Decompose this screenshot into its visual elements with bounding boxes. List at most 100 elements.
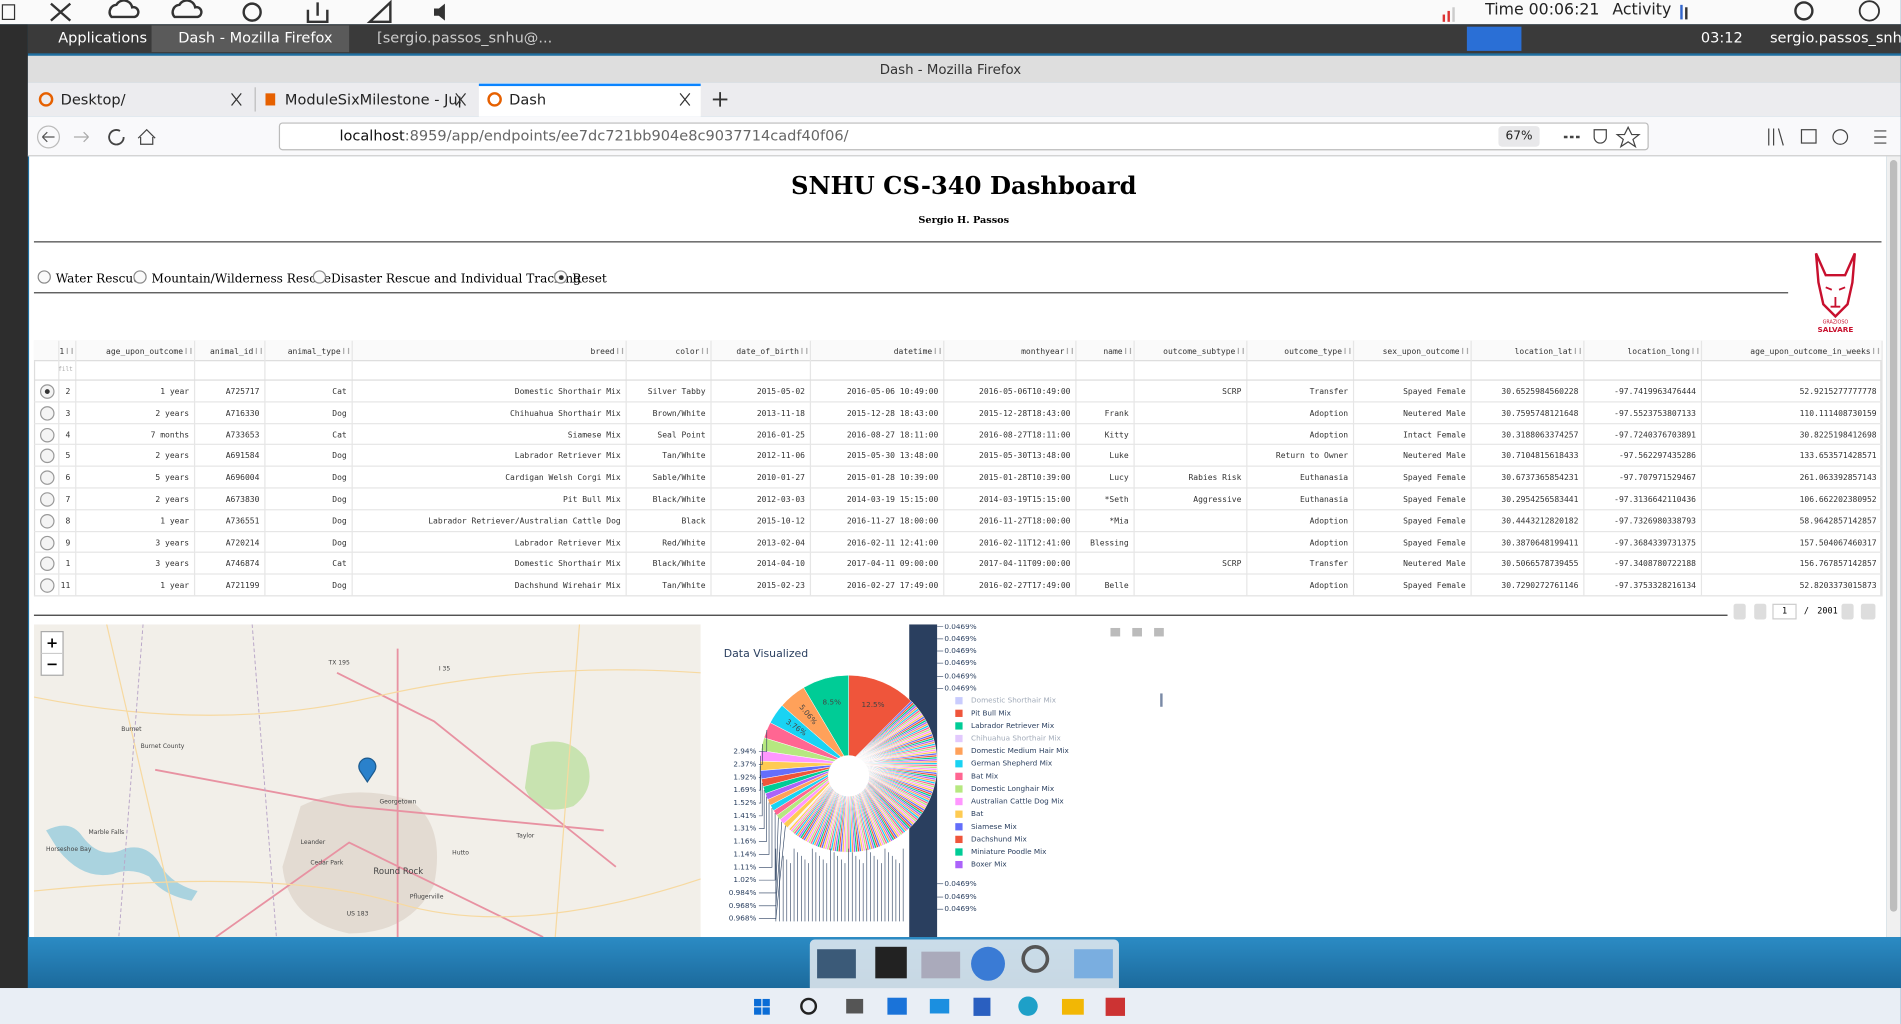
- radio-label[interactable]: Disaster Rescue and Individual Tracking: [330, 272, 581, 287]
- applications-menu[interactable]: Applications: [58, 29, 148, 47]
- url[interactable]: localhost:8959/app/endpoints/ee7dc721bb9…: [339, 127, 848, 144]
- row-select[interactable]: [40, 384, 55, 399]
- legend-label[interactable]: Domestic Medium Hair Mix: [971, 746, 1069, 755]
- close-tab[interactable]: [455, 92, 466, 106]
- page-button[interactable]: [1841, 603, 1854, 620]
- dock-icon[interactable]: [1074, 949, 1113, 979]
- legend-swatch[interactable]: [955, 697, 963, 705]
- sort-icon[interactable]: [343, 347, 350, 354]
- sort-icon[interactable]: [255, 347, 262, 354]
- dock-icon[interactable]: [1021, 944, 1050, 973]
- forward[interactable]: [73, 131, 89, 143]
- start[interactable]: [754, 998, 762, 1007]
- app-icon[interactable]: [1105, 997, 1126, 1016]
- sort-icon[interactable]: [801, 347, 808, 354]
- app-icon[interactable]: [1018, 996, 1038, 1016]
- sort-icon[interactable]: [1125, 347, 1132, 354]
- row-select[interactable]: [40, 470, 55, 486]
- app-icon[interactable]: [973, 997, 991, 1016]
- radio-button[interactable]: [554, 270, 568, 284]
- sort-icon[interactable]: [617, 347, 624, 354]
- dock-icon[interactable]: [921, 951, 961, 979]
- legend-label[interactable]: Bat Mix: [971, 771, 999, 780]
- legend-label[interactable]: Dachshund Mix: [971, 834, 1027, 843]
- sort-icon[interactable]: [934, 347, 941, 354]
- window-button[interactable]: [sergio.passos_snhu@...: [377, 29, 553, 47]
- page-button[interactable]: [1754, 603, 1767, 620]
- column-header[interactable]: age_upon_outcome: [106, 346, 184, 357]
- column-header[interactable]: breed: [590, 346, 615, 357]
- legend-swatch[interactable]: [955, 835, 963, 844]
- modebar-button[interactable]: [1154, 627, 1164, 637]
- start[interactable]: [762, 1007, 770, 1015]
- app-icon[interactable]: [1061, 998, 1084, 1015]
- modebar-button[interactable]: [1110, 627, 1121, 637]
- legend-label[interactable]: Domestic Longhair Mix: [971, 784, 1055, 793]
- filter-input[interactable]: filt: [58, 366, 73, 374]
- icon[interactable]: [242, 2, 262, 22]
- legend-swatch[interactable]: [955, 734, 963, 743]
- active-tab[interactable]: [478, 83, 701, 117]
- icon[interactable]: [434, 3, 445, 21]
- column-header[interactable]: animal_type: [287, 346, 341, 357]
- column-header[interactable]: location_long: [1627, 346, 1690, 357]
- row-select[interactable]: [40, 492, 55, 507]
- row-select[interactable]: [40, 427, 55, 442]
- column-header[interactable]: color: [675, 346, 700, 357]
- row-select[interactable]: [40, 449, 55, 464]
- tab[interactable]: ModuleSixMilestone - Jup: [284, 90, 461, 108]
- legend-label[interactable]: Bat: [971, 809, 983, 818]
- row-select[interactable]: [40, 535, 55, 550]
- map[interactable]: Burnet Burnet County Marble Falls Horseshoe…: [33, 624, 701, 938]
- column-header[interactable]: sex_upon_outcome: [1382, 346, 1460, 357]
- radio-label[interactable]: Mountain/Wilderness Rescue: [151, 272, 332, 287]
- icon[interactable]: [50, 2, 72, 22]
- map-marker[interactable]: [358, 757, 377, 784]
- legend-swatch[interactable]: [955, 747, 963, 755]
- legend-swatch[interactable]: [955, 785, 963, 793]
- zoom-level[interactable]: 67%: [1505, 129, 1533, 144]
- active-window-button[interactable]: [151, 25, 350, 53]
- home[interactable]: [137, 128, 156, 145]
- url-bar[interactable]: [278, 122, 1649, 151]
- sort-icon[interactable]: [185, 347, 192, 354]
- new-tab[interactable]: [712, 92, 728, 107]
- dock-icon[interactable]: [971, 946, 1005, 981]
- activity[interactable]: Activity: [1612, 1, 1672, 20]
- window-button[interactable]: Dash - Mozilla Firefox: [178, 29, 333, 47]
- column-header[interactable]: datetime: [893, 346, 933, 357]
- legend-swatch[interactable]: [955, 760, 963, 768]
- app-icon[interactable]: [887, 997, 907, 1015]
- column-header[interactable]: name: [1103, 346, 1123, 357]
- radio-button[interactable]: [133, 270, 147, 284]
- page-input[interactable]: 1: [1772, 603, 1797, 620]
- radio-label[interactable]: Reset: [572, 272, 607, 287]
- legend-label[interactable]: Miniature Poodle Mix: [971, 847, 1047, 856]
- icon[interactable]: [171, 0, 203, 19]
- task-view[interactable]: [846, 998, 864, 1014]
- user[interactable]: sergio.passos_snhu: [1769, 29, 1901, 47]
- start[interactable]: [754, 1007, 762, 1015]
- page-button[interactable]: [1733, 603, 1746, 620]
- sort-icon[interactable]: [701, 347, 708, 354]
- zoom-badge[interactable]: [1498, 126, 1540, 147]
- radio-button[interactable]: [312, 270, 327, 284]
- sort-icon[interactable]: [1692, 347, 1699, 354]
- close-tab[interactable]: [231, 92, 242, 106]
- legend-swatch[interactable]: [955, 848, 963, 856]
- legend-swatch[interactable]: [955, 860, 963, 869]
- close-tab[interactable]: [679, 92, 691, 106]
- library[interactable]: [1768, 128, 1784, 146]
- sidebar[interactable]: [1800, 129, 1817, 144]
- dock-icon[interactable]: [875, 946, 907, 979]
- icon[interactable]: [366, 0, 392, 24]
- sort-icon[interactable]: [1462, 347, 1469, 354]
- column-header[interactable]: outcome_type: [1284, 346, 1343, 357]
- row-select[interactable]: [40, 405, 55, 421]
- sort-icon[interactable]: [1344, 347, 1351, 354]
- scroll-thumb[interactable]: [1889, 160, 1898, 912]
- legend-swatch[interactable]: [955, 810, 963, 818]
- column-header[interactable]: animal_id: [210, 346, 254, 357]
- legend-scrollbar[interactable]: [1160, 693, 1163, 707]
- help-icon[interactable]: [1858, 0, 1880, 22]
